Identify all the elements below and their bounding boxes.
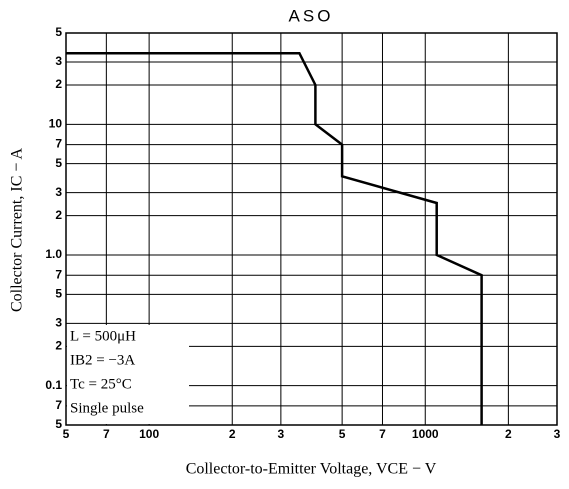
y-tick-label: 2: [55, 208, 62, 222]
y-tick-label: 2: [55, 339, 62, 353]
y-tick-label: 3: [55, 185, 62, 199]
y-axis-label: Collector Current, IC − A: [9, 148, 26, 313]
x-tick-label: 5: [339, 427, 346, 441]
annotation: IB2 = −3A: [70, 352, 135, 368]
y-tick-label: 1.0: [45, 247, 62, 261]
x-tick-label: 7: [103, 427, 110, 441]
annotation: Single pulse: [70, 400, 144, 416]
y-tick-label: 0.1: [45, 378, 62, 392]
x-tick-label: 2: [505, 427, 512, 441]
y-tick-label: 3: [55, 315, 62, 329]
y-tick-label: 5: [55, 287, 62, 301]
y-tick-label: 3: [55, 54, 62, 68]
x-tick-label: 2: [229, 427, 236, 441]
annotation: L = 500μH: [70, 328, 136, 344]
x-tick-label: 100: [139, 427, 159, 441]
aso-line: [66, 51, 483, 425]
x-tick-label: 1000: [412, 427, 439, 441]
y-tick-label: 10: [49, 117, 63, 131]
chart-title: ASO: [289, 6, 334, 25]
x-axis-label: Collector-to-Emitter Voltage, VCE − V: [186, 461, 437, 478]
annotation-box: [67, 325, 189, 424]
x-tick-label: 3: [278, 427, 285, 441]
y-tick-label: 5: [55, 25, 62, 39]
y-tick-label: 5: [55, 156, 62, 170]
y-tick-label: 7: [55, 137, 62, 151]
x-tick-label: 7: [379, 427, 386, 441]
plot-frame: [65, 32, 558, 426]
annotation: Tc = 25°C: [70, 376, 132, 392]
y-tick-label: 7: [55, 267, 62, 281]
y-tick-label: 2: [55, 77, 62, 91]
y-tick-label: 7: [55, 398, 62, 412]
y-tick-label: 5: [55, 417, 62, 431]
x-tick-label: 5: [63, 427, 70, 441]
x-tick-label: 3: [554, 427, 561, 441]
